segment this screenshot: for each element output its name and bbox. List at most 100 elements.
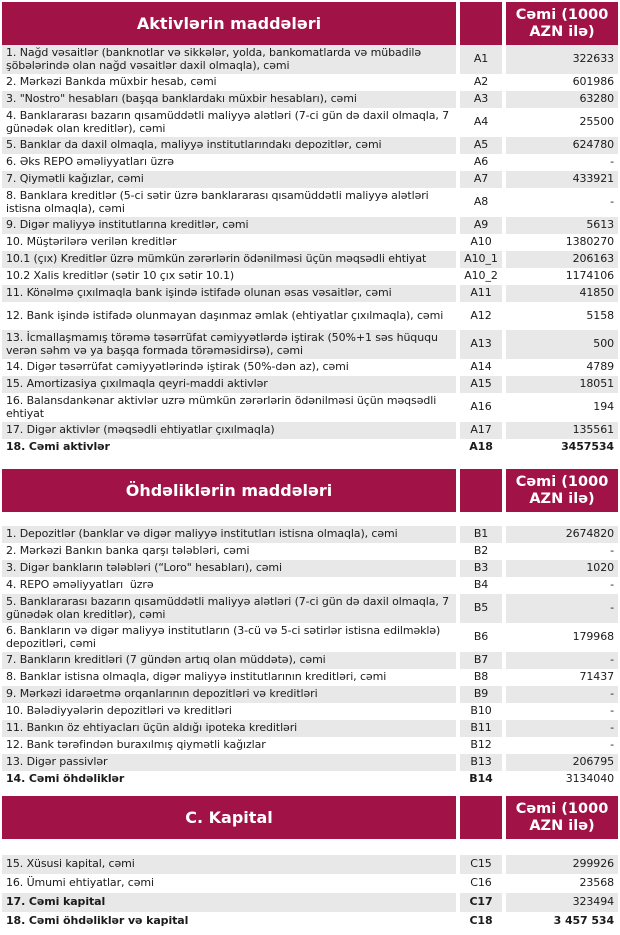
- row-value: 322633: [506, 45, 618, 74]
- row-code: A16: [470, 400, 492, 414]
- table-row: 10. Müştərilərə verilən kreditlər A10 1380…: [2, 234, 618, 251]
- column-header-total-assets: Cəmi (1000 AZN ilə): [506, 2, 618, 45]
- section-liabilities: Öhdəliklərin maddələri Cəmi (1000 AZN il…: [2, 469, 618, 788]
- table-row: 18. Cəmi öhdəliklər və kapital C18 3 457 5…: [2, 912, 618, 931]
- row-code: A11: [460, 285, 502, 302]
- row-code: A1: [460, 45, 502, 74]
- row-code: B8: [473, 670, 489, 684]
- header-code-spacer: [460, 469, 502, 512]
- row-value: 63280: [506, 91, 618, 108]
- row-value: -: [506, 686, 618, 703]
- row-code: B1: [460, 526, 502, 543]
- table-row: 15. Xüsusi kapital, cəmi C15 299926: [2, 855, 618, 874]
- row-value: -: [610, 195, 614, 209]
- row-label: 17. Cəmi kapital: [2, 893, 456, 912]
- table-row: 13. İcmallaşmamış törəmə təsərrüfat cəmi…: [2, 330, 618, 359]
- row-value: 206163: [506, 251, 618, 268]
- row-value: 71437: [579, 670, 615, 684]
- row-label: 1. Depozitlər (banklar və digər maliyyə …: [2, 526, 456, 543]
- row-code: B12: [470, 738, 492, 752]
- table-row: 17. Digər aktivlər (məqsədli ehtiyatlar …: [2, 422, 618, 439]
- section-title-assets: Aktivlərin maddələri: [2, 2, 456, 45]
- row-code: A5: [460, 137, 502, 154]
- row-value: 433921: [506, 171, 618, 188]
- table-row: 7. Bankların kreditləri (7 gündən artıq …: [2, 652, 618, 669]
- row-code: A8: [473, 195, 489, 209]
- row-value: 299926: [506, 855, 618, 874]
- column-header-total-liabilities: Cəmi (1000 AZN ilə): [506, 469, 618, 512]
- section-assets: Aktivlərin maddələri Cəmi (1000 AZN ilə)…: [2, 2, 618, 456]
- row-label: 18. Cəmi aktivlər: [6, 440, 110, 454]
- table-row: 11. Könəlmə çıxılmaqla bank işində istif…: [2, 285, 618, 302]
- row-value: 25500: [579, 115, 615, 129]
- row-code: B5: [460, 594, 502, 623]
- table-row: 14. Cəmi öhdəliklər B14 3134040: [2, 771, 618, 788]
- section-capital: C. Kapital Cəmi (1000 AZN ilə) 15. Xüsus…: [2, 796, 618, 931]
- row-value: -: [506, 720, 618, 737]
- rows-liabilities: 1. Depozitlər (banklar və digər maliyyə …: [2, 526, 618, 788]
- row-label: 16. Balansdankənar aktivlər uzrə mümkün …: [6, 394, 440, 420]
- row-label: 10. Müştərilərə verilən kreditlər: [6, 235, 177, 249]
- table-row: 11. Bankın öz ehtiyacları üçün aldığı ip…: [2, 720, 618, 737]
- table-row: 2. Mərkəzi Bankın banka qarşı tələbləri,…: [2, 543, 618, 560]
- table-row: 17. Cəmi kapital C17 323494: [2, 893, 618, 912]
- row-label: 12. Bank tərəfindən buraxılmış qiymətli …: [6, 738, 266, 752]
- row-label: 18. Cəmi öhdəliklər və kapital: [6, 914, 189, 928]
- row-value: 3 457 534: [553, 914, 614, 928]
- row-code: A10_1: [460, 251, 502, 268]
- row-label: 2. Mərkəzi Bankda müxbir hesab, cəmi: [6, 75, 217, 89]
- row-code: B6: [473, 630, 489, 644]
- row-value: 206795: [506, 754, 618, 771]
- row-value: -: [610, 704, 614, 718]
- row-label: 3. "Nostro" hesabları (başqa banklardakı…: [2, 91, 456, 108]
- row-value: 5613: [506, 217, 618, 234]
- row-value: 3134040: [565, 772, 614, 786]
- row-code: A15: [460, 376, 502, 393]
- header-code-spacer: [460, 2, 502, 45]
- row-label: 8. Banklara kreditlər (5-ci sətir üzrə b…: [6, 189, 433, 215]
- table-row: 4. REPO əməliyyatları üzrə B4 -: [2, 577, 618, 594]
- row-code: A4: [473, 115, 489, 129]
- table-row: 4. Banklararası bazarın qısamüddətli mal…: [2, 108, 618, 137]
- row-value: 323494: [506, 893, 618, 912]
- table-row: 9. Mərkəzi idarəetmə orqanlarının depozi…: [2, 686, 618, 703]
- row-code: A10_2: [464, 269, 498, 283]
- rows-capital: 15. Xüsusi kapital, cəmi C15 299926 16. Ümu…: [2, 855, 618, 931]
- row-code: A12: [470, 308, 492, 322]
- row-code: A6: [473, 155, 489, 169]
- row-value: -: [610, 578, 614, 592]
- table-row: 9. Digər maliyyə institutlarına kreditlə…: [2, 217, 618, 234]
- table-row: 14. Digər təsərrüfat cəmiyyətlərində işt…: [2, 359, 618, 376]
- table-row: 5. Banklararası bazarın qısamüddətli mal…: [2, 594, 618, 623]
- row-label: 13. Digər passivlər: [2, 754, 456, 771]
- row-label: 5. Banklar da daxil olmaqla, maliyyə ins…: [2, 137, 456, 154]
- row-code: B10: [470, 704, 492, 718]
- row-label: 1. Nağd vəsaitlər (banknotlar və sikkələ…: [2, 45, 456, 74]
- row-code: B11: [460, 720, 502, 737]
- row-code: A10: [470, 235, 492, 249]
- row-label: 9. Digər maliyyə institutlarına kreditlə…: [2, 217, 456, 234]
- row-value: 18051: [506, 376, 618, 393]
- row-value: 1174106: [565, 269, 614, 283]
- table-row: 16. Balansdankənar aktivlər uzrə mümkün …: [2, 393, 618, 422]
- row-code: C15: [460, 855, 502, 874]
- row-code: C17: [460, 893, 502, 912]
- row-label: 17. Digər aktivlər (məqsədli ehtiyatlar …: [2, 422, 456, 439]
- section-title-capital: C. Kapital: [2, 796, 456, 839]
- table-row: 6. Bankların və digər maliyyə institutla…: [2, 623, 618, 652]
- table-row: 10.1 (çıx) Kreditlər üzrə mümkün zərərlə…: [2, 251, 618, 268]
- table-row: 1. Depozitlər (banklar və digər maliyyə …: [2, 526, 618, 543]
- row-value: 601986: [572, 75, 615, 89]
- section-header-capital: C. Kapital Cəmi (1000 AZN ilə): [2, 796, 618, 839]
- header-code-spacer: [460, 796, 502, 839]
- rows-assets: 1. Nağd vəsaitlər (banknotlar və sikkələ…: [2, 45, 618, 456]
- row-code: A13: [460, 330, 502, 359]
- row-value: 23568: [579, 876, 615, 890]
- table-row: 10. Bələdiyyələrin depozitləri və kredit…: [2, 703, 618, 720]
- row-code: C16: [470, 876, 492, 890]
- row-value: -: [506, 594, 618, 623]
- row-code: A7: [460, 171, 502, 188]
- row-code: B9: [460, 686, 502, 703]
- row-label: 12. Bank işində istifadə olunmayan daşın…: [6, 308, 444, 322]
- column-header-total-capital: Cəmi (1000 AZN ilə): [506, 796, 618, 839]
